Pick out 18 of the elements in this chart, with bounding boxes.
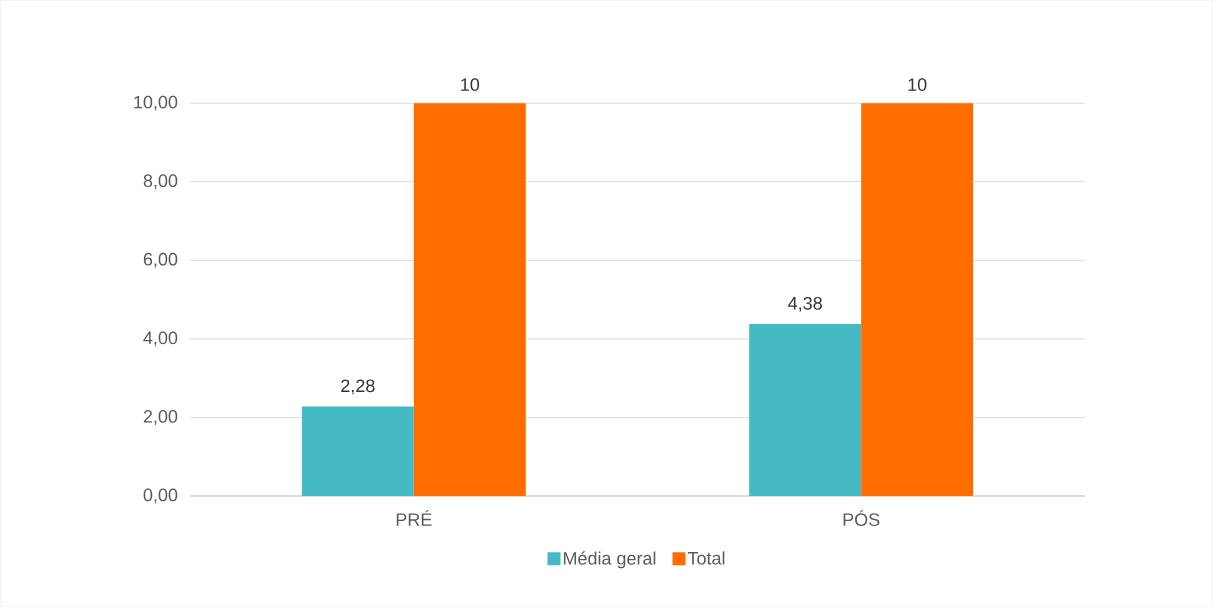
bar <box>749 323 862 496</box>
data-label: 10 <box>908 78 927 91</box>
data-label: 4,38 <box>788 296 822 312</box>
y-tick-label: 2,00 <box>143 409 178 425</box>
y-tick-label: 6,00 <box>143 252 178 268</box>
y-tick-label: 0,00 <box>143 488 178 504</box>
data-label: 2,28 <box>341 379 375 395</box>
x-tick-label: PÓS <box>843 510 880 526</box>
bar <box>413 103 526 496</box>
bar <box>861 103 974 496</box>
bar <box>301 406 414 496</box>
y-tick-label: 4,00 <box>143 331 178 347</box>
y-tick-label: 8,00 <box>143 174 178 190</box>
x-tick-label: PRÉ <box>396 510 432 526</box>
y-tick-label: 10,00 <box>134 95 178 111</box>
data-label: 10 <box>461 78 480 91</box>
legend-label: Total <box>687 551 725 565</box>
legend-label: Média geral <box>563 551 656 569</box>
